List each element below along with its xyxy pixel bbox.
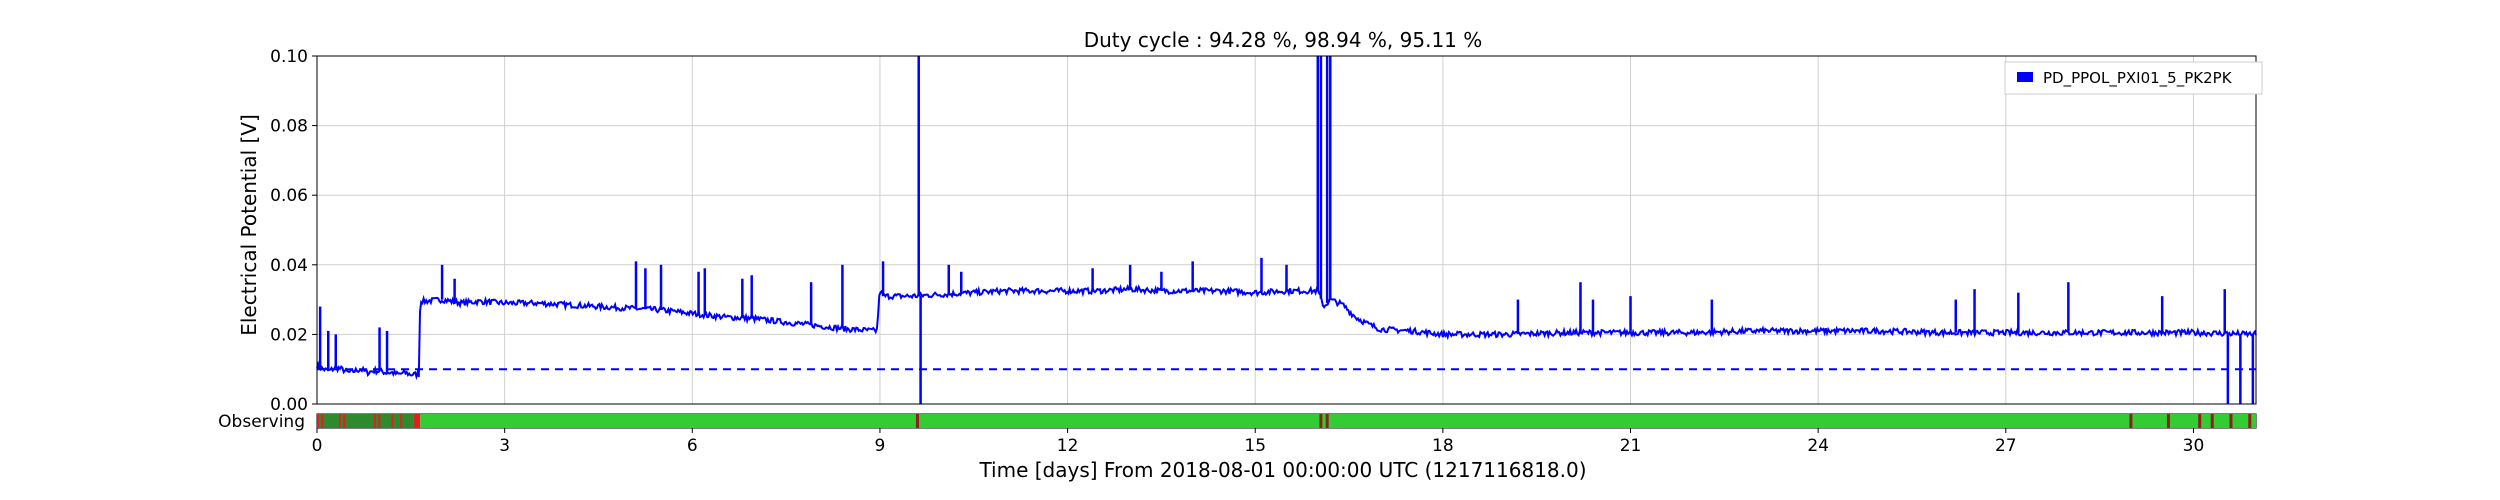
y-tick-label: 0.06 [270, 186, 308, 206]
x-tick-label: 6 [687, 436, 698, 456]
y-axis-label: Electrical Potential [V] [237, 114, 261, 336]
state-mark-off [317, 414, 319, 428]
state-mark [2166, 414, 2170, 428]
state-mark-off [338, 414, 341, 428]
state-mark [2210, 414, 2214, 428]
state-mark [2129, 414, 2133, 428]
x-tick-label: 9 [875, 436, 886, 456]
state-mark [915, 414, 919, 428]
state-segment-observing [420, 414, 2256, 428]
x-tick-label: 0 [312, 436, 323, 456]
x-axis-label: Time [days] From 2018-08-01 00:00:00 UTC… [978, 458, 1586, 482]
legend-frame [2004, 61, 2263, 95]
y-tick-label: 0.10 [270, 47, 308, 67]
x-tick-label: 18 [1432, 436, 1454, 456]
state-mark [1325, 414, 1329, 428]
y-tick-label: 0.08 [270, 117, 308, 137]
grid-layer [316, 55, 2256, 405]
state-mark [2229, 414, 2233, 428]
x-tick-label: 24 [1807, 436, 1829, 456]
state-mark-off [400, 414, 403, 428]
chart-title: Duty cycle : 94.28 %, 98.94 %, 95.11 % [1084, 28, 1483, 52]
state-mark [2198, 414, 2202, 428]
legend-label: PD_PPOL_PXI01_5_PK2PK [2043, 69, 2233, 88]
y-tick-label: 0.02 [270, 325, 308, 345]
x-tick-label: 15 [1244, 436, 1266, 456]
y-tick-label: 0.04 [270, 256, 308, 276]
x-tick-label: 21 [1620, 436, 1642, 456]
state-mark-off [391, 414, 394, 428]
legend-swatch [2017, 72, 2033, 82]
ticks-layer: 0 3 6 9 12 15 18 21 24 27 30 0.00 0.02 0.04 0.06 0.08 0.… [270, 47, 2204, 456]
plot-frame [316, 55, 2257, 405]
series-line [316, 283, 2257, 381]
state-segment-off [413, 414, 421, 428]
state-mark [2248, 414, 2252, 428]
state-mark-off [343, 414, 346, 428]
state-mark-off [373, 414, 376, 428]
legend: PD_PPOL_PXI01_5_PK2PK [2004, 61, 2263, 95]
x-tick-label: 3 [499, 436, 510, 456]
y-tick-label: 0.00 [270, 395, 308, 415]
state-segment-mixed [317, 414, 414, 428]
series-layer [316, 56, 2257, 404]
x-tick-label: 12 [1057, 436, 1079, 456]
state-mark-off [321, 414, 324, 428]
x-tick-label: 30 [2183, 436, 2205, 456]
state-bar-label: Observing [218, 412, 305, 432]
state-mark-off [378, 414, 381, 428]
state-bar [316, 413, 2257, 429]
state-mark [1319, 414, 1323, 428]
x-tick-label: 27 [1995, 436, 2017, 456]
